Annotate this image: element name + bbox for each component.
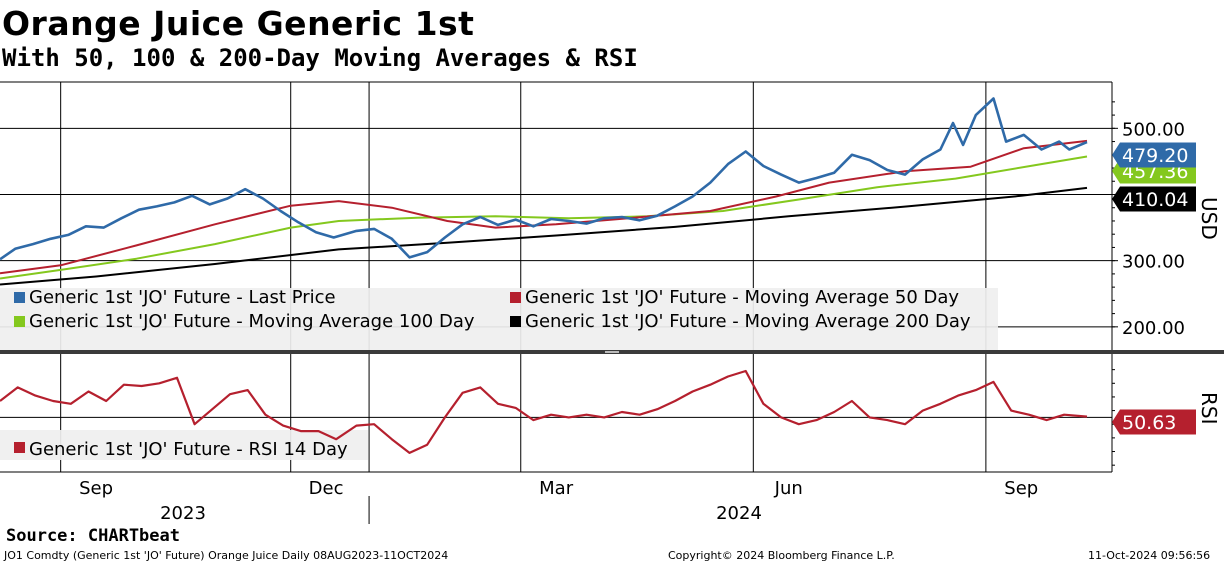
price-axis-label: USD	[1197, 197, 1221, 240]
legend-label-rsi: Generic 1st 'JO' Future - RSI 14 Day	[29, 439, 348, 460]
price-legend-box	[0, 288, 998, 350]
series-line-ma100	[0, 155, 1088, 280]
badge-ma200-bg	[1112, 186, 1196, 212]
series-line-ma50	[0, 139, 1088, 275]
legend-label-ma100: Generic 1st 'JO' Future - Moving Average…	[29, 311, 475, 332]
x-month-label-3: Jun	[774, 478, 803, 499]
legend-label-ma200: Generic 1st 'JO' Future - Moving Average…	[525, 311, 971, 332]
badge-last-price-text: 479.20	[1122, 145, 1188, 167]
badge-last-price-bg	[1112, 142, 1196, 168]
x-month-label-4: Sep	[1004, 478, 1038, 499]
series-line-ma200	[0, 186, 1088, 286]
price-tick-label-200: 200.00	[1122, 318, 1185, 339]
series-line-last_price	[0, 97, 1088, 261]
panel-splitter-handle	[605, 351, 619, 353]
badge-rsi-bg	[1112, 409, 1196, 435]
badge-ma200-text: 410.04	[1122, 189, 1188, 211]
series-line-rsi	[0, 369, 1088, 454]
legend-label-ma50: Generic 1st 'JO' Future - Moving Average…	[525, 287, 959, 308]
x-year-label-2023: 2023	[160, 503, 206, 524]
legend-label-last_price: Generic 1st 'JO' Future - Last Price	[29, 287, 336, 308]
legend-swatch-ma100	[14, 316, 25, 327]
ticker-info: JO1 Comdty (Generic 1st 'JO' Future) Ora…	[4, 549, 449, 562]
x-month-label-2: Mar	[539, 478, 574, 499]
legend-swatch-last_price	[14, 292, 25, 303]
copyright: Copyright© 2024 Bloomberg Finance L.P.	[668, 549, 895, 562]
badge-rsi-text: 50.63	[1122, 412, 1176, 434]
legend-swatch-ma200	[510, 316, 521, 327]
legend-swatch-ma50	[510, 292, 521, 303]
chart-title: Orange Juice Generic 1st	[2, 4, 475, 43]
source-label: Source: CHARTbeat	[6, 526, 180, 546]
rsi-axis-label: RSI	[1197, 392, 1221, 425]
rsi-legend-box	[0, 430, 368, 460]
price-tick-label-500: 500.00	[1122, 119, 1185, 140]
x-year-label-2024: 2024	[716, 503, 762, 524]
x-month-label-0: Sep	[79, 478, 113, 499]
timestamp: 11-Oct-2024 09:56:56	[1088, 549, 1211, 562]
chart-subtitle: With 50, 100 & 200-Day Moving Averages &…	[2, 44, 638, 72]
x-month-label-1: Dec	[309, 478, 344, 499]
legend-swatch-rsi	[14, 442, 25, 453]
price-tick-label-300: 300.00	[1122, 252, 1185, 273]
